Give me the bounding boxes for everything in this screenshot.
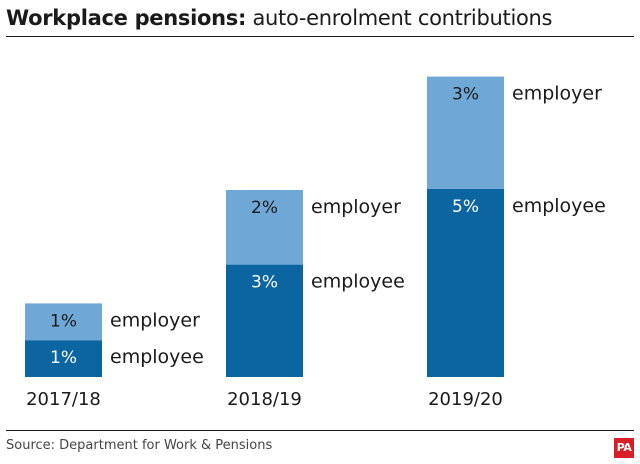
data-label-employer-1: 1% [50,311,77,331]
category-label-3: 2019/20 [428,389,503,410]
series-label-employee-1: employee [110,346,204,368]
top-rule [6,36,634,37]
series-label-employer-2: employer [311,196,401,218]
bar-employee-2 [226,264,303,377]
series-label-employer-1: employer [110,309,200,331]
data-label-employer-2: 2% [251,198,278,218]
pa-logo: PA [614,438,634,458]
data-label-employee-3: 5% [452,197,479,217]
bar-employer-3 [427,76,504,189]
bar-employee-3 [427,189,504,377]
bar-employee-1 [25,340,102,377]
series-label-employee-2: employee [311,271,405,293]
data-label-employee-2: 3% [251,273,278,293]
bar-employer-2 [226,190,303,265]
category-label-1: 2017/18 [26,389,101,410]
stacked-bar-chart: 1% employee 1% employer 2017/18 3% employee 2% e… [25,76,606,410]
data-label-employer-3: 3% [452,85,479,105]
source-note: Source: Department for Work & Pensions [6,438,273,453]
chart-title-rest: auto-enrolment contributions [246,6,553,30]
series-label-employer-3: employer [512,83,602,105]
category-label-2: 2018/19 [227,389,302,410]
chart-title: Workplace pensions: auto-enrolment contr… [6,4,552,32]
series-label-employee-3: employee [512,195,606,217]
chart-title-bold: Workplace pensions: [6,6,247,30]
bottom-rule [6,430,634,431]
bar-employer-1 [25,303,102,341]
data-label-employee-1: 1% [50,348,77,368]
